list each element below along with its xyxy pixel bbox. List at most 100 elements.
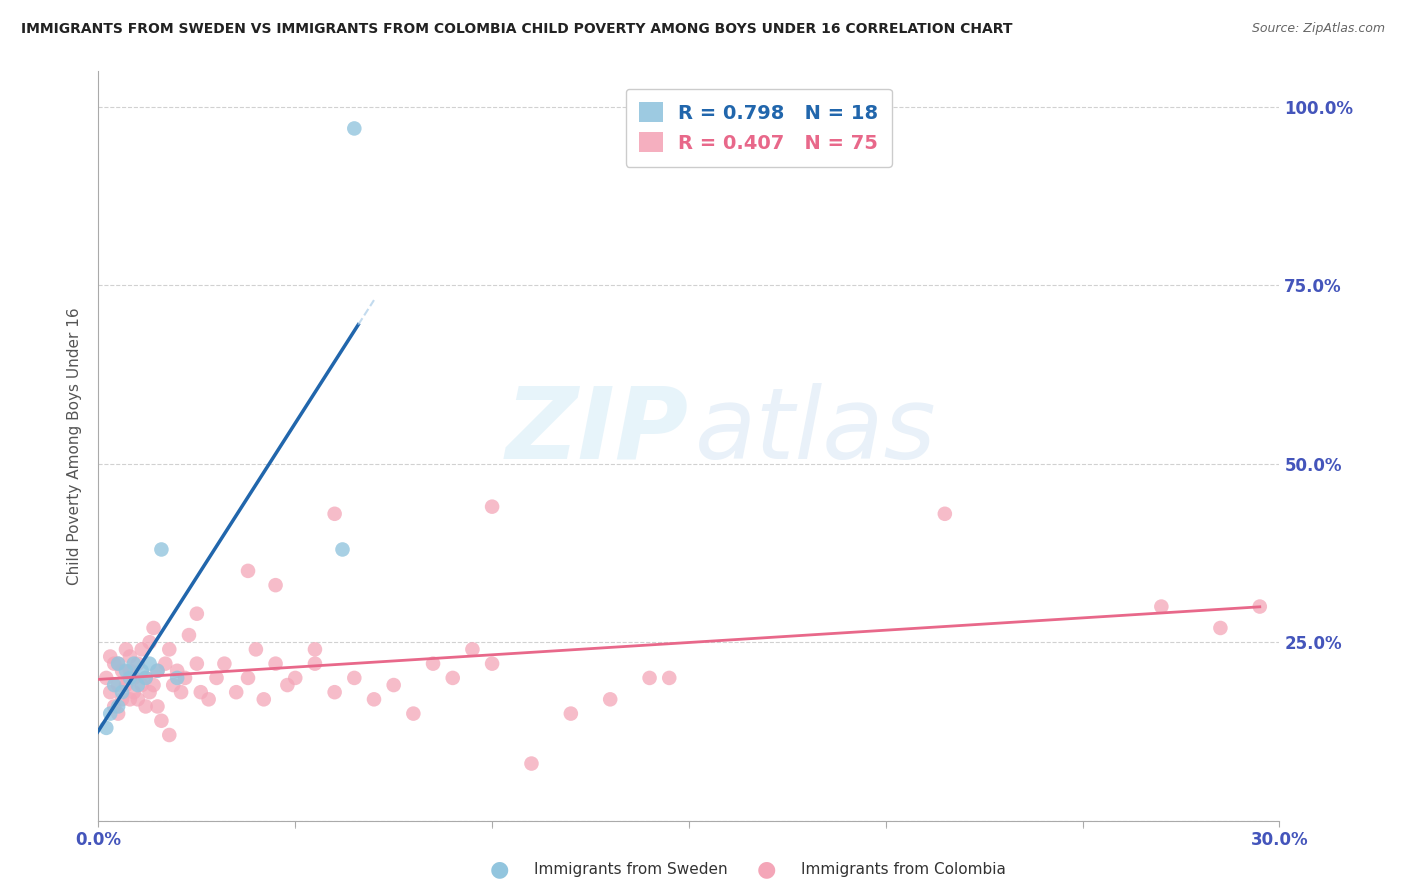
- Text: IMMIGRANTS FROM SWEDEN VS IMMIGRANTS FROM COLOMBIA CHILD POVERTY AMONG BOYS UNDE: IMMIGRANTS FROM SWEDEN VS IMMIGRANTS FRO…: [21, 22, 1012, 37]
- Y-axis label: Child Poverty Among Boys Under 16: Child Poverty Among Boys Under 16: [67, 307, 83, 585]
- Point: [284, 671, 307, 685]
- Text: ●: ●: [489, 860, 509, 880]
- Point: [146, 699, 169, 714]
- Point: [174, 671, 197, 685]
- Point: [166, 671, 188, 685]
- Point: [111, 664, 134, 678]
- Point: [118, 671, 141, 685]
- Point: [127, 692, 149, 706]
- Point: [343, 671, 366, 685]
- Point: [177, 628, 200, 642]
- Point: [520, 756, 543, 771]
- Text: Source: ZipAtlas.com: Source: ZipAtlas.com: [1251, 22, 1385, 36]
- Point: [131, 678, 153, 692]
- Point: [1150, 599, 1173, 614]
- Point: [363, 692, 385, 706]
- Point: [135, 699, 157, 714]
- Point: [103, 699, 125, 714]
- Point: [343, 121, 366, 136]
- Text: atlas: atlas: [695, 383, 936, 480]
- Point: [103, 657, 125, 671]
- Legend: R = 0.798   N = 18, R = 0.407   N = 75: R = 0.798 N = 18, R = 0.407 N = 75: [626, 88, 891, 167]
- Point: [146, 664, 169, 678]
- Point: [481, 657, 503, 671]
- Point: [107, 657, 129, 671]
- Point: [638, 671, 661, 685]
- Point: [98, 685, 121, 699]
- Point: [1249, 599, 1271, 614]
- Point: [107, 657, 129, 671]
- Text: ZIP: ZIP: [506, 383, 689, 480]
- Point: [127, 678, 149, 692]
- Point: [441, 671, 464, 685]
- Point: [122, 671, 145, 685]
- Point: [107, 678, 129, 692]
- Point: [481, 500, 503, 514]
- Point: [332, 542, 354, 557]
- Point: [658, 671, 681, 685]
- Point: [186, 607, 208, 621]
- Text: ●: ●: [756, 860, 776, 880]
- Point: [103, 678, 125, 692]
- Point: [236, 671, 259, 685]
- Point: [118, 649, 141, 664]
- Point: [118, 692, 141, 706]
- Point: [197, 692, 219, 706]
- Point: [186, 657, 208, 671]
- Point: [122, 657, 145, 671]
- Point: [157, 728, 180, 742]
- Point: [236, 564, 259, 578]
- Point: [96, 721, 118, 735]
- Point: [225, 685, 247, 699]
- Point: [142, 621, 165, 635]
- Point: [170, 685, 193, 699]
- Point: [162, 678, 184, 692]
- Point: [422, 657, 444, 671]
- Point: [96, 671, 118, 685]
- Point: [135, 671, 157, 685]
- Point: [461, 642, 484, 657]
- Point: [934, 507, 956, 521]
- Point: [131, 664, 153, 678]
- Point: [402, 706, 425, 721]
- Point: [382, 678, 405, 692]
- Point: [264, 578, 287, 592]
- Point: [1209, 621, 1232, 635]
- Point: [157, 642, 180, 657]
- Point: [142, 678, 165, 692]
- Point: [122, 685, 145, 699]
- Point: [560, 706, 582, 721]
- Point: [138, 635, 160, 649]
- Text: Immigrants from Colombia: Immigrants from Colombia: [801, 863, 1007, 877]
- Point: [190, 685, 212, 699]
- Point: [253, 692, 276, 706]
- Point: [150, 714, 173, 728]
- Point: [304, 657, 326, 671]
- Point: [115, 678, 138, 692]
- Point: [150, 542, 173, 557]
- Point: [276, 678, 298, 692]
- Point: [155, 657, 177, 671]
- Point: [135, 671, 157, 685]
- Point: [98, 706, 121, 721]
- Point: [323, 685, 346, 699]
- Point: [323, 507, 346, 521]
- Point: [111, 692, 134, 706]
- Point: [138, 657, 160, 671]
- Point: [138, 685, 160, 699]
- Point: [131, 642, 153, 657]
- Point: [115, 642, 138, 657]
- Point: [264, 657, 287, 671]
- Point: [127, 657, 149, 671]
- Point: [599, 692, 621, 706]
- Point: [98, 649, 121, 664]
- Point: [205, 671, 228, 685]
- Point: [115, 664, 138, 678]
- Point: [214, 657, 236, 671]
- Point: [304, 642, 326, 657]
- Point: [146, 664, 169, 678]
- Text: Immigrants from Sweden: Immigrants from Sweden: [534, 863, 728, 877]
- Point: [245, 642, 267, 657]
- Point: [107, 706, 129, 721]
- Point: [118, 664, 141, 678]
